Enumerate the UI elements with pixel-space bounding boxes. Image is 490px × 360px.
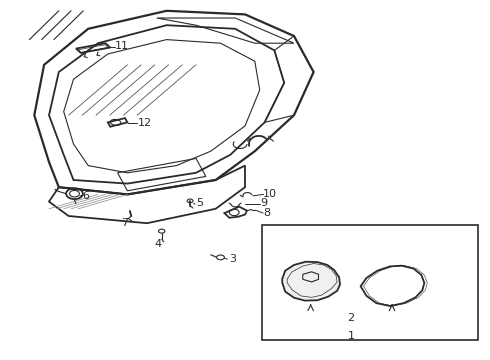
Text: 8: 8 (264, 208, 270, 218)
Polygon shape (282, 262, 340, 301)
Text: 11: 11 (115, 41, 128, 51)
Text: 5: 5 (196, 198, 203, 208)
Text: 6: 6 (82, 191, 89, 201)
Text: 1: 1 (347, 330, 354, 341)
Text: 3: 3 (229, 254, 236, 264)
Text: 9: 9 (260, 198, 267, 208)
Text: 12: 12 (138, 118, 151, 129)
Text: 7: 7 (122, 218, 128, 228)
Text: 10: 10 (263, 189, 276, 199)
Text: 4: 4 (154, 239, 161, 249)
Text: 2: 2 (347, 312, 354, 323)
Bar (262, 225, 478, 340)
